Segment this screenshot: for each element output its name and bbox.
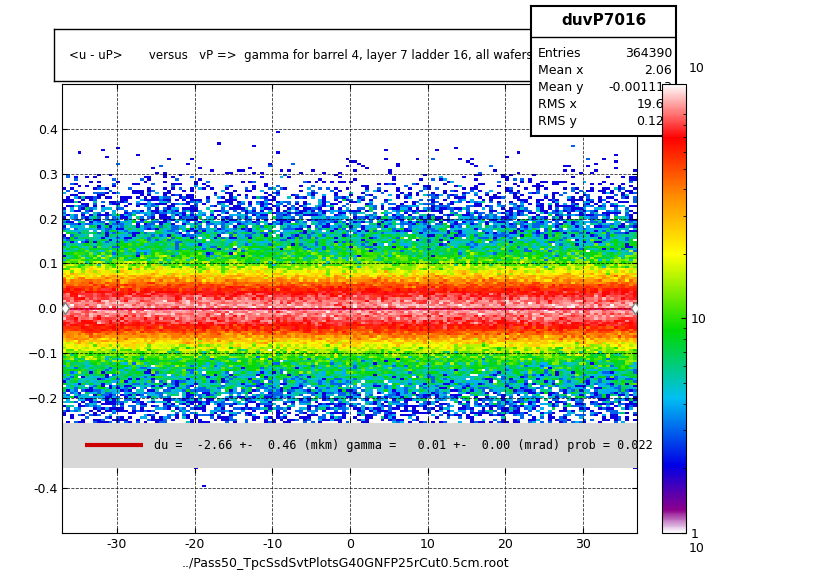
Text: -0.001113: -0.001113 xyxy=(608,82,672,94)
Text: 10: 10 xyxy=(689,62,705,75)
Text: Mean x: Mean x xyxy=(538,64,583,78)
Text: 19.66: 19.66 xyxy=(636,98,672,111)
Text: 364390: 364390 xyxy=(625,47,672,60)
Text: du =  -2.66 +-  0.46 (mkm) gamma =   0.01 +-  0.00 (mrad) prob = 0.022: du = -2.66 +- 0.46 (mkm) gamma = 0.01 +-… xyxy=(154,439,653,452)
Text: Entries: Entries xyxy=(538,47,581,60)
Text: <u - uP>       versus   vP =>  gamma for barrel 4, layer 7 ladder 16, all wafers: <u - uP> versus vP => gamma for barrel 4… xyxy=(69,49,532,61)
Text: RMS y: RMS y xyxy=(538,115,576,128)
Text: Mean y: Mean y xyxy=(538,82,583,94)
Text: 0.121: 0.121 xyxy=(636,115,672,128)
Text: ../Pass50_TpcSsdSvtPlotsG40GNFP25rCut0.5cm.root: ../Pass50_TpcSsdSvtPlotsG40GNFP25rCut0.5… xyxy=(182,558,510,570)
Text: RMS x: RMS x xyxy=(538,98,576,111)
Text: 2.06: 2.06 xyxy=(644,64,672,78)
Text: duvP7016: duvP7016 xyxy=(561,13,646,28)
Text: 10: 10 xyxy=(689,542,705,555)
